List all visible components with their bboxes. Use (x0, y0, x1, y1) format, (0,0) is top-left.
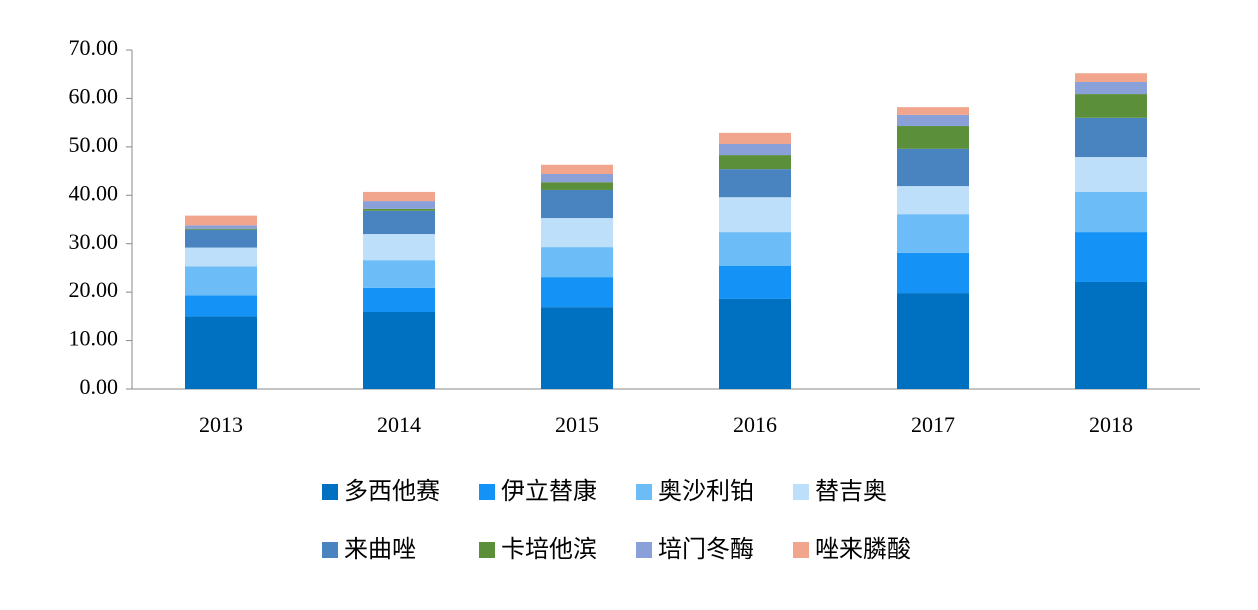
bar-segment (363, 260, 435, 288)
bar-segment (1075, 117, 1147, 158)
y-tick-label: 10.00 (69, 326, 119, 351)
legend-label: 唑来膦酸 (815, 535, 911, 563)
bar-segment (363, 208, 435, 211)
x-tick-label: 2016 (733, 412, 777, 437)
bar-segment (185, 229, 257, 248)
legend-swatch (793, 484, 809, 500)
legend-swatch (322, 542, 338, 558)
bar-segment (1075, 157, 1147, 192)
bar-segment (719, 143, 791, 156)
bar-segment (897, 148, 969, 187)
bar-segment (719, 298, 791, 389)
bar-segment (719, 169, 791, 198)
y-tick-label: 60.00 (69, 83, 119, 108)
y-tick-label: 0.00 (80, 374, 119, 399)
bar-segment (897, 214, 969, 253)
bar-segment (1075, 94, 1147, 118)
bar-segment (363, 287, 435, 312)
bar-segment (185, 316, 257, 389)
bar-segment (1075, 281, 1147, 389)
legend-swatch (636, 542, 652, 558)
bar-segment (363, 191, 435, 202)
bar-segment (185, 295, 257, 317)
bar-segment (719, 197, 791, 233)
bar-segment (541, 218, 613, 248)
y-tick-label: 70.00 (69, 35, 119, 60)
x-tick-label: 2017 (911, 412, 955, 437)
bar-segment (1075, 73, 1147, 82)
y-tick-label: 40.00 (69, 180, 119, 205)
legend-swatch (479, 484, 495, 500)
bar-segment (363, 234, 435, 261)
legend-label: 奥沙利铂 (658, 477, 754, 505)
y-tick-label: 20.00 (69, 277, 119, 302)
legend-swatch (322, 484, 338, 500)
bar-segment (897, 293, 969, 389)
bar-segment (541, 173, 613, 183)
bar-segment (185, 228, 257, 230)
bar-segment (1075, 232, 1147, 282)
legend-swatch (793, 542, 809, 558)
bar-segment (719, 132, 791, 144)
bar-segment (897, 126, 969, 149)
bar-segment (185, 215, 257, 226)
bar-segment (185, 247, 257, 267)
bar-segment (541, 164, 613, 174)
bar-segment (541, 247, 613, 278)
bar-segment (719, 232, 791, 266)
bar-segment (719, 155, 791, 170)
x-tick-label: 2014 (377, 412, 421, 437)
bar-segment (541, 277, 613, 308)
bar-segment (363, 201, 435, 209)
legend-swatch (479, 542, 495, 558)
legend-label: 卡培他滨 (501, 535, 597, 563)
bar-segment (719, 265, 791, 299)
bar-segment (363, 210, 435, 235)
bar-segment (541, 189, 613, 219)
legend-label: 来曲唑 (344, 535, 416, 563)
bar-segment (185, 266, 257, 296)
bar-segment (541, 307, 613, 389)
legend-label: 培门冬酶 (658, 535, 754, 563)
bar-segment (897, 252, 969, 294)
y-tick-label: 30.00 (69, 229, 119, 254)
bar-segment (1075, 81, 1147, 95)
x-tick-label: 2018 (1089, 412, 1133, 437)
legend-label: 替吉奥 (815, 477, 887, 505)
bar-segment (897, 186, 969, 215)
bar-segment (185, 225, 257, 229)
bar-segment (1075, 191, 1147, 233)
bar-segment (897, 114, 969, 127)
bar-segment (897, 107, 969, 115)
x-tick-label: 2015 (555, 412, 599, 437)
bar-segment (541, 182, 613, 190)
y-tick-label: 50.00 (69, 132, 119, 157)
legend-swatch (636, 484, 652, 500)
bar-segment (363, 311, 435, 389)
x-tick-label: 2013 (199, 412, 243, 437)
legend-label: 多西他赛 (344, 477, 440, 505)
legend-label: 伊立替康 (501, 477, 597, 505)
